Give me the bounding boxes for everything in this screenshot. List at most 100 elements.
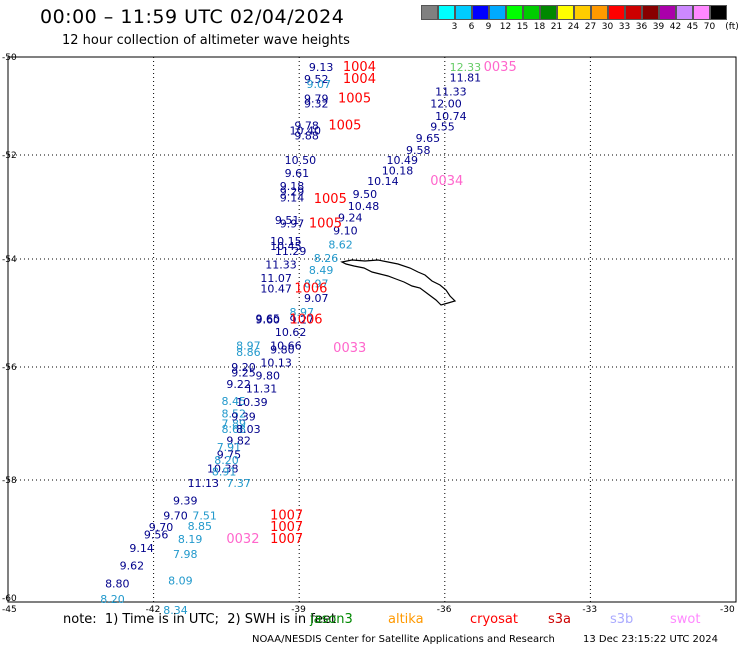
- wave-height-value: 10.14: [367, 175, 399, 188]
- wave-height-value: 8.34: [163, 604, 188, 617]
- lat-tick-label: -56: [2, 363, 17, 373]
- legend-swatch: [421, 5, 438, 20]
- wave-height-value: 7.51: [192, 509, 217, 522]
- satellite-name-s3b: s3b: [610, 612, 634, 627]
- footer-timestamp: 13 Dec 23:15:22 UTC 2024: [583, 634, 718, 645]
- wave-height-value: 9.51: [275, 214, 300, 227]
- legend-label: 21: [550, 22, 563, 32]
- legend-swatch: [472, 5, 489, 20]
- legend-swatch: [676, 5, 693, 20]
- wave-height-value: 10.66: [270, 339, 302, 352]
- wave-height-value: 9.56: [144, 528, 169, 541]
- legend-swatch: [438, 5, 455, 20]
- legend-label: 12: [499, 22, 512, 32]
- legend-swatch: [591, 5, 608, 20]
- wave-height-value: 9.07: [304, 292, 329, 305]
- lon-tick-label: -42: [146, 605, 161, 615]
- legend-swatch: [659, 5, 676, 20]
- wave-height-value: 9.58: [406, 144, 431, 157]
- lat-tick-label: -60: [2, 594, 17, 604]
- satellite-name-jason3: jason3: [310, 612, 353, 627]
- wave-height-value: 10.15: [270, 235, 302, 248]
- legend-label: 24: [567, 22, 580, 32]
- wave-height-value: 10.39: [236, 396, 268, 409]
- wave-height-value: 12.00: [430, 98, 462, 111]
- footer-credit: NOAA/NESDIS Center for Satellite Applica…: [252, 634, 555, 645]
- pass-time-label: 0035: [484, 60, 517, 75]
- pass-time-label: 1004: [343, 72, 376, 87]
- wave-height-value: 9.75: [217, 449, 242, 462]
- wave-height-value: 9.80: [256, 369, 281, 382]
- legend-label: 70: [703, 22, 716, 32]
- wave-height-value: 10.38: [207, 463, 239, 476]
- wave-height-value: 8.62: [328, 238, 353, 251]
- legend-unit: (ft): [725, 22, 739, 32]
- grid-lines: [8, 57, 736, 602]
- wave-height-value: 9.24: [338, 211, 363, 224]
- legend-swatch: [523, 5, 540, 20]
- legend-label: 30: [601, 22, 614, 32]
- wave-height-value: 9.18: [280, 180, 305, 193]
- pass-time-label: 1006: [294, 282, 327, 297]
- legend-swatch: [710, 5, 727, 20]
- wave-height-value: 9.70: [149, 521, 174, 534]
- pass-time-label: 1006: [289, 312, 322, 327]
- wave-height-value: 8.19: [178, 533, 203, 546]
- lat-tick-label: -50: [2, 53, 17, 63]
- legend-label: 27: [584, 22, 597, 32]
- wave-height-value: 9.62: [120, 560, 145, 573]
- pass-time-label: 0033: [333, 341, 366, 356]
- wave-height-value: 9.82: [226, 434, 251, 447]
- wave-height-value: 8.45: [222, 395, 247, 408]
- legend-label: 39: [652, 22, 665, 32]
- wave-height-value: 9.10: [333, 224, 358, 237]
- legend-label: 45: [686, 22, 699, 32]
- legend-swatch: [557, 5, 574, 20]
- wave-height-value: 9.78: [294, 120, 319, 133]
- wave-height-value: 9.13: [309, 61, 334, 74]
- legend-label: 18: [533, 22, 546, 32]
- wave-height-value: 11.33: [435, 85, 467, 98]
- wave-height-value: 9.22: [226, 378, 251, 391]
- pass-time-label: 0034: [430, 174, 463, 189]
- lon-tick-label: -36: [437, 605, 452, 615]
- satellite-name-swot: swot: [670, 612, 701, 627]
- wave-height-value: 8.68: [222, 423, 247, 436]
- wave-height-value: 11.13: [188, 477, 220, 490]
- wave-height-value: 11.07: [260, 272, 292, 285]
- wave-height-value: 8.85: [188, 520, 213, 533]
- legend-label: 42: [669, 22, 682, 32]
- lon-tick-label: -45: [2, 605, 17, 615]
- wave-height-value: 8.09: [168, 574, 193, 587]
- lon-tick-label: -33: [582, 605, 597, 615]
- wave-height-value: 9.29: [280, 185, 305, 198]
- wave-height-value: 8.03: [236, 423, 261, 436]
- wave-height-value: 8.97: [304, 277, 329, 290]
- wave-height-value: 7.91: [217, 441, 242, 454]
- wave-height-value: 8.20: [214, 454, 239, 467]
- wave-height-value: 7.89: [222, 418, 247, 431]
- satellite-name-cryosat: cryosat: [470, 612, 518, 627]
- map-subtitle: 12 hour collection of altimeter wave hei…: [62, 33, 350, 48]
- wave-height-value: 8.80: [105, 577, 130, 590]
- wave-height-value: 9.27: [289, 313, 314, 326]
- legend-swatch: [693, 5, 710, 20]
- wave-height-value: 12.33: [450, 61, 482, 74]
- pass-time-label: 1005: [328, 119, 361, 134]
- wave-height-value: 9.55: [430, 121, 455, 134]
- pass-time-label: 1005: [314, 192, 347, 207]
- legend-swatch: [608, 5, 625, 20]
- wave-height-value: 11.29: [275, 245, 307, 258]
- wave-height-value: 11.81: [450, 72, 482, 85]
- legend-label: 33: [618, 22, 631, 32]
- wave-height-value: 9.39: [173, 495, 198, 508]
- wave-height-value: 10.45: [270, 240, 302, 253]
- wave-height-value: 9.07: [306, 78, 331, 91]
- wave-height-value: 8.86: [236, 346, 261, 359]
- plot-frame: [7, 56, 737, 603]
- legend-label: 9: [485, 22, 492, 32]
- wave-height-value: 10.62: [275, 326, 307, 339]
- wave-height-value: 9.70: [163, 509, 188, 522]
- wave-height-value: 8.97: [289, 306, 314, 319]
